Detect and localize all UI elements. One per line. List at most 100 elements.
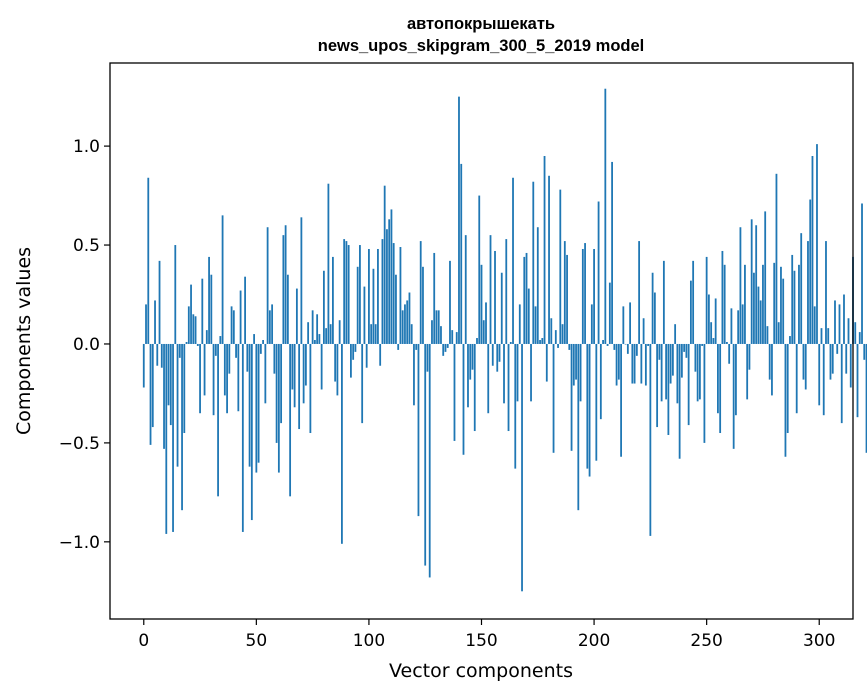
bar <box>444 343 447 352</box>
bar <box>762 264 764 344</box>
bar <box>651 272 654 344</box>
bar <box>561 324 564 344</box>
bar <box>831 343 834 374</box>
bar <box>545 343 548 382</box>
bar <box>518 304 521 344</box>
bar <box>359 245 361 344</box>
bar <box>575 343 577 380</box>
bar <box>597 201 600 344</box>
bar <box>644 343 647 386</box>
bar <box>530 343 532 402</box>
x-tick-label: 250 <box>690 631 722 651</box>
bar <box>246 343 249 372</box>
bar <box>262 340 264 344</box>
bar <box>737 310 740 344</box>
bar <box>503 343 505 404</box>
bar <box>771 343 773 396</box>
y-tick-label: −0.5 <box>59 434 100 454</box>
chart-title: автопокрышекать <box>407 15 555 33</box>
bar <box>212 343 215 416</box>
bar <box>462 343 465 455</box>
bar <box>613 343 616 350</box>
bar <box>210 274 213 344</box>
bar <box>341 343 343 544</box>
bar <box>811 156 814 344</box>
bar <box>631 343 634 384</box>
bar <box>757 286 760 344</box>
bar <box>777 322 780 344</box>
bar <box>685 343 688 358</box>
bar <box>786 343 789 434</box>
bar <box>217 343 219 497</box>
y-axis-ticks: −1.0 −0.5 0.0 0.5 1.0 <box>59 137 110 553</box>
bar <box>160 343 163 368</box>
bar <box>410 324 413 344</box>
bar <box>804 343 807 390</box>
bars-group <box>142 88 867 592</box>
bar <box>178 343 181 358</box>
bar <box>415 343 418 350</box>
bar <box>755 225 758 344</box>
bar <box>223 343 226 396</box>
bar <box>617 343 620 380</box>
y-axis-label: Components values <box>13 247 35 435</box>
bar <box>277 343 280 473</box>
bar <box>550 318 553 344</box>
bar <box>320 343 323 390</box>
bar <box>377 248 379 344</box>
bar <box>257 343 260 463</box>
bar <box>386 229 388 344</box>
bar <box>334 343 337 382</box>
bar <box>329 324 332 344</box>
bar <box>516 343 519 402</box>
bar <box>813 306 816 344</box>
bar <box>284 225 287 344</box>
bar <box>219 336 222 344</box>
bar <box>174 245 177 344</box>
bar <box>422 266 424 344</box>
bar <box>467 343 469 408</box>
bar <box>273 343 276 374</box>
bar <box>798 264 800 344</box>
bar <box>404 304 406 344</box>
bar <box>818 343 821 406</box>
bar <box>532 181 535 344</box>
bar <box>705 256 708 344</box>
bar <box>714 298 717 344</box>
bar <box>834 300 836 344</box>
bar <box>365 343 368 368</box>
bar <box>719 343 722 434</box>
bar <box>802 343 805 380</box>
bar <box>275 343 278 443</box>
bar <box>354 343 357 352</box>
bar <box>408 292 411 344</box>
bar <box>789 336 791 344</box>
bar <box>203 343 206 396</box>
bar <box>401 310 404 344</box>
bar <box>829 343 832 380</box>
bar <box>156 343 159 366</box>
bar <box>523 256 526 344</box>
bar <box>496 343 499 372</box>
bar <box>590 304 593 344</box>
bar <box>228 343 231 374</box>
bar <box>302 343 305 404</box>
bar <box>266 227 269 344</box>
bar <box>793 270 796 344</box>
bar <box>766 326 769 344</box>
bar <box>633 343 636 384</box>
bar <box>552 343 555 453</box>
bar <box>253 334 255 344</box>
bar <box>442 343 445 356</box>
bar <box>208 256 210 344</box>
bar <box>259 343 262 354</box>
bar <box>807 241 809 344</box>
bar <box>494 250 496 344</box>
bar <box>167 343 170 406</box>
bar <box>165 343 168 534</box>
bar <box>509 341 512 344</box>
bar <box>649 343 652 536</box>
bar <box>250 343 253 521</box>
bar <box>268 310 271 344</box>
bar <box>838 304 841 344</box>
